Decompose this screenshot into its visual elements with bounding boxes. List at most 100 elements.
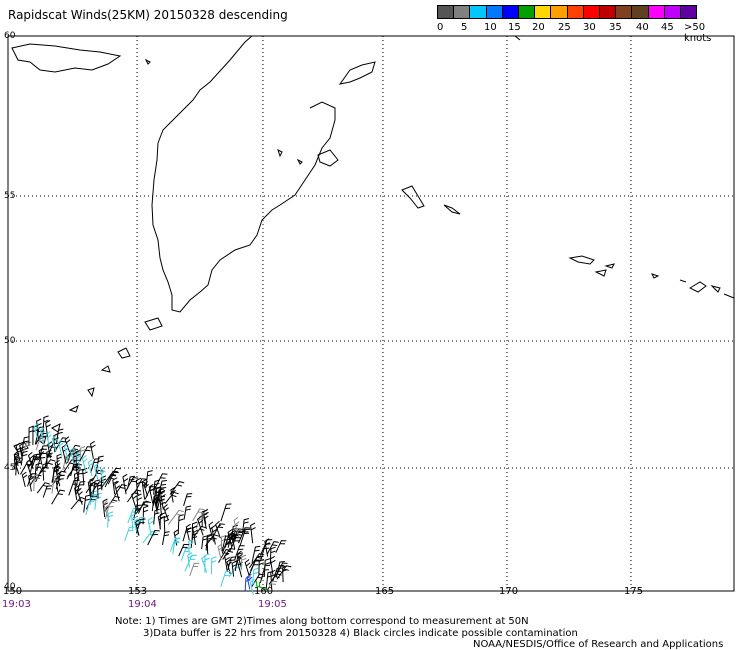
wind-barb [56, 453, 62, 469]
wind-barb [191, 521, 198, 541]
legend-label: 40 [636, 22, 649, 33]
legend-label: 25 [558, 22, 571, 33]
wind-barb [135, 516, 145, 531]
latitude-label: 45 [4, 463, 16, 473]
wind-barb [263, 558, 271, 578]
legend-label: 10 [484, 22, 497, 33]
wind-barb [33, 423, 40, 441]
wind-barb [153, 508, 160, 525]
wind-barb [236, 550, 243, 568]
legend-swatch [680, 5, 698, 19]
wind-barb [187, 552, 193, 568]
aleutians-east [679, 279, 735, 299]
wind-barb [272, 567, 283, 582]
wind-barb [201, 509, 207, 528]
wind-barb [76, 468, 85, 486]
legend-label: 5 [461, 22, 468, 33]
wind-barb [131, 491, 138, 511]
wind-barb [99, 467, 106, 485]
longitude-label: 165 [375, 586, 395, 597]
wind-barb [63, 443, 70, 461]
coast-northwest [11, 43, 122, 73]
wind-barb [185, 523, 192, 541]
wind-barb [258, 558, 265, 575]
wind-barb [276, 565, 292, 580]
wind-barb [135, 518, 141, 536]
wind-barb [250, 555, 263, 572]
wind-barb [266, 580, 278, 593]
wind-barb [227, 533, 240, 545]
wind-barb [100, 475, 107, 491]
wind-barb [69, 447, 76, 465]
wind-barb [39, 427, 46, 445]
wind-barb [167, 509, 184, 525]
credit: NOAA/NESDIS/Office of Research and Appli… [473, 639, 724, 650]
wind-barb [79, 446, 93, 462]
wind-barb [87, 479, 94, 498]
wind-barb [97, 483, 103, 499]
wind-barb [22, 441, 32, 455]
wind-barb [15, 457, 22, 476]
wind-barb [131, 513, 137, 531]
wind-barb [54, 459, 61, 476]
wind-barb [233, 517, 240, 538]
wind-barb [249, 578, 256, 595]
wind-barb [155, 486, 162, 506]
wind-barb [114, 481, 121, 502]
wind-barb [227, 556, 237, 570]
aleutians-west [568, 255, 660, 279]
notes: Note: 1) Times are GMT 2)Times along bot… [115, 616, 578, 640]
wind-barb [217, 543, 224, 560]
longitude-label: 150 [3, 586, 23, 597]
legend-label: 20 [532, 22, 545, 33]
wind-barb [134, 478, 147, 493]
wind-barb [112, 477, 118, 495]
time-label: 19:03 [2, 599, 31, 610]
wind-barb [192, 508, 205, 522]
wind-barb [234, 545, 245, 561]
wind-barb [76, 487, 83, 505]
wind-barb [164, 491, 179, 505]
kuril-islands [13, 317, 163, 453]
wind-barb [81, 455, 88, 473]
wind-barb [89, 490, 98, 506]
wind-barb [197, 515, 204, 536]
wind-barb [204, 553, 210, 573]
wind-barb [239, 528, 251, 546]
commander-islands [401, 185, 461, 215]
wind-barb [250, 522, 256, 544]
wind-barb [136, 493, 143, 512]
wind-barb [163, 504, 169, 521]
wind-barb [127, 507, 139, 524]
wind-barb [79, 446, 86, 462]
wind-barb [215, 520, 222, 539]
wind-barb [162, 531, 170, 546]
wind-barb [188, 539, 194, 554]
wind-barb [57, 439, 64, 457]
wind-barb [83, 494, 91, 513]
note-line-2: 3)Data buffer is 22 hrs from 20150328 4)… [143, 628, 578, 639]
wind-barb [107, 511, 114, 528]
wind-barb [42, 415, 49, 436]
island-karaginsky [317, 149, 339, 167]
wind-barb [37, 445, 49, 460]
wind-barb [260, 543, 271, 562]
wind-barb [170, 486, 176, 503]
wind-barb [103, 500, 110, 522]
wind-barb [47, 441, 53, 459]
wind-barb [75, 451, 82, 469]
wind-barb [46, 442, 59, 459]
wind-barb [201, 555, 208, 573]
wind-barb [104, 470, 119, 488]
wind-barb [238, 527, 251, 544]
wind-barb [126, 489, 142, 503]
wind-barb [51, 435, 58, 453]
wind-barb [178, 543, 189, 557]
wind-barb [85, 496, 96, 515]
wind-barb [246, 573, 253, 590]
wind-barb [135, 500, 152, 515]
legend-label: 30 [583, 22, 596, 33]
wind-barb [240, 554, 247, 571]
wind-barb [21, 471, 28, 488]
